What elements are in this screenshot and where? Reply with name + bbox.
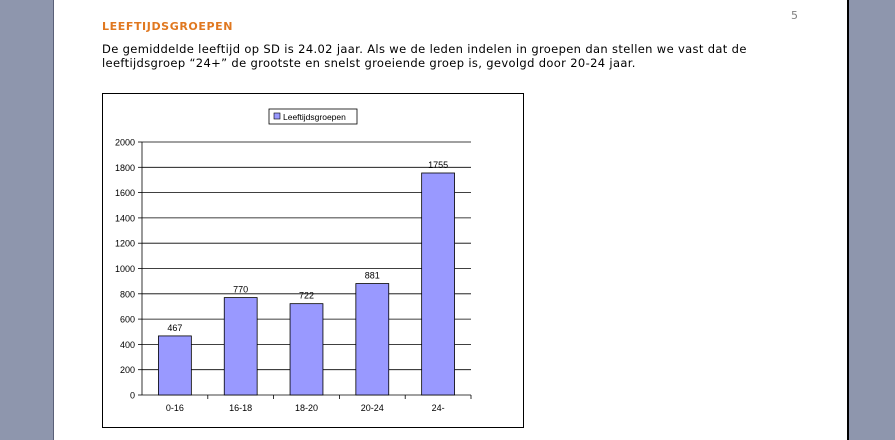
y-tick-label: 0 [130, 391, 135, 401]
legend-swatch [273, 112, 281, 120]
y-tick-label: 1200 [115, 239, 135, 249]
bar [158, 335, 192, 396]
y-tick-label: 600 [120, 315, 135, 325]
x-tick-label: 16-18 [229, 403, 252, 413]
data-label: 770 [233, 285, 248, 295]
data-label: 722 [299, 291, 314, 301]
y-tick-label: 400 [120, 340, 135, 350]
chart-frame: 0 200 400 600 800 1000 1200 1400 1600 1800 2000 467… [102, 93, 524, 428]
window-edge [847, 0, 849, 440]
document-page: 5 LEEFTIJDSGROEPEN De gemiddelde leeftij… [53, 0, 848, 440]
y-tick-label: 800 [120, 289, 135, 299]
body-paragraph: De gemiddelde leeftijd op SD is 24.02 ja… [102, 42, 747, 70]
x-tick-label: 24- [432, 403, 445, 413]
y-tick-label: 1000 [115, 264, 135, 274]
y-tick-label: 200 [120, 365, 135, 375]
bar [421, 172, 455, 396]
y-tick-label: 1400 [115, 213, 135, 223]
section-heading: LEEFTIJDSGROEPEN [102, 20, 234, 33]
y-tick-label: 2000 [115, 138, 135, 148]
bar-chart: 0 200 400 600 800 1000 1200 1400 1600 1800 2000 467… [115, 108, 472, 413]
data-label: 467 [167, 323, 182, 333]
legend-label: Leeftijdsgroepen [283, 112, 346, 122]
bar [223, 297, 258, 396]
legend-box [268, 108, 358, 125]
x-tick-label: 20-24 [361, 403, 384, 413]
bar [289, 303, 324, 396]
x-tick-label: 0-16 [166, 403, 184, 413]
y-tick-label: 1600 [115, 188, 135, 198]
data-label: 1755 [428, 160, 448, 170]
bar [355, 283, 390, 396]
data-label: 881 [365, 271, 380, 281]
x-tick-label: 18-20 [295, 403, 318, 413]
y-tick-label: 1800 [115, 163, 135, 173]
page-number: 5 [791, 9, 798, 22]
